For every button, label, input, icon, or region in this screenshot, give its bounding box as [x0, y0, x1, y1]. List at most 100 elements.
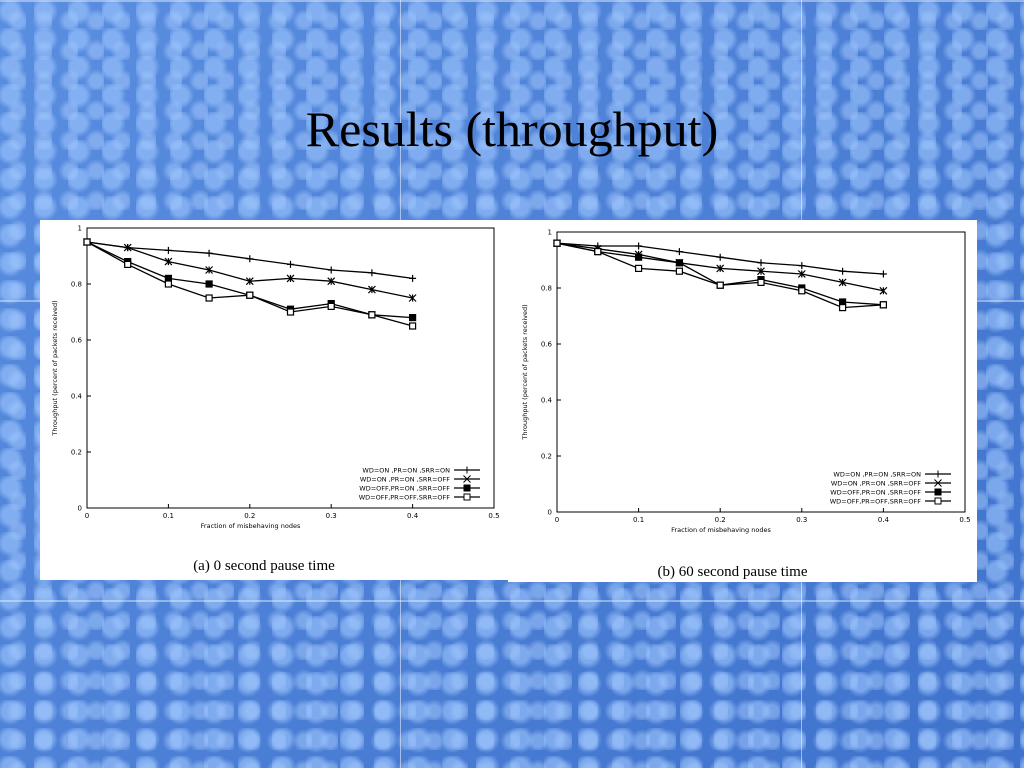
marker [408, 294, 417, 302]
marker [246, 255, 254, 263]
x-tick-label: 0.3 [796, 516, 807, 524]
marker [716, 253, 724, 261]
x-tick-label: 0.5 [488, 512, 499, 520]
y-tick-label: 0.2 [541, 453, 552, 461]
legend-label: WD=OFF,PR=ON ,SRR=OFF [359, 485, 450, 493]
marker [164, 246, 172, 254]
legend-marker [934, 479, 942, 487]
marker [757, 259, 765, 267]
y-tick-label: 0 [548, 509, 552, 517]
x-tick-label: 0 [555, 516, 559, 524]
y-tick-label: 0.2 [71, 449, 82, 457]
y-tick-label: 0.4 [71, 393, 83, 401]
marker [164, 280, 172, 288]
marker [287, 260, 294, 268]
y-tick-label: 0 [78, 505, 82, 513]
y-axis-label: Throughput (percent of packets received) [521, 304, 529, 440]
marker [164, 257, 173, 266]
y-tick-label: 0.6 [541, 341, 553, 349]
caption: (a) 0 second pause time [193, 558, 335, 574]
marker [798, 287, 806, 295]
marker [716, 264, 725, 273]
legend-label: WD=ON ,PR=ON ,SRR=OFF [360, 476, 450, 484]
x-tick-label: 0.2 [244, 512, 255, 520]
legend-label: WD=ON ,PR=ON ,SRR=ON [833, 471, 921, 479]
marker [367, 285, 376, 294]
marker [838, 278, 847, 287]
marker [634, 253, 643, 261]
slide-title: Results (throughput) [305, 101, 719, 157]
chart: 0 0.2 0.4 0.6 0.8 1 0 0.1 0.2 0.3 0.4 0.5 Fraction o… [40, 220, 508, 580]
marker [838, 304, 847, 312]
x-axis-label: Fraction of misbehaving nodes [201, 522, 301, 530]
marker [553, 239, 561, 247]
legend-marker [463, 493, 471, 501]
legend-marker [934, 497, 942, 505]
marker [879, 270, 887, 278]
y-tick-label: 0.6 [71, 337, 83, 345]
x-tick-label: 0.4 [407, 512, 419, 520]
marker [675, 248, 683, 256]
y-tick-label: 1 [548, 229, 552, 237]
marker [634, 264, 643, 272]
marker [205, 249, 213, 257]
x-tick-label: 0.4 [878, 516, 890, 524]
marker [797, 270, 806, 278]
marker [286, 274, 295, 283]
legend-label: WD=ON ,PR=ON ,SRR=ON [362, 467, 450, 475]
legend-label: WD=OFF,PR=ON ,SRR=OFF [830, 489, 921, 497]
marker [798, 262, 806, 270]
marker [205, 280, 213, 288]
legend-label: WD=OFF,PR=OFF,SRR=OFF [359, 494, 451, 502]
plot-frame [86, 227, 495, 509]
marker [594, 248, 602, 256]
marker [635, 242, 643, 250]
caption: (b) 60 second pause time [658, 564, 808, 580]
y-axis-label: Throughput (percent of packets received) [51, 300, 59, 436]
y-tick-label: 0.8 [71, 281, 82, 289]
marker [327, 302, 335, 310]
marker [368, 269, 376, 277]
x-tick-label: 0 [85, 512, 89, 520]
x-tick-label: 0.5 [959, 516, 970, 524]
plot-frame [556, 231, 966, 513]
marker [123, 243, 132, 252]
y-tick-label: 0.4 [541, 397, 553, 405]
marker [205, 294, 213, 302]
x-tick-label: 0.3 [326, 512, 337, 520]
legend-marker [934, 488, 942, 496]
marker [245, 277, 254, 286]
y-tick-label: 0.8 [541, 285, 552, 293]
marker [675, 267, 684, 275]
marker [409, 314, 417, 322]
marker [246, 291, 254, 299]
marker [675, 259, 684, 267]
marker [327, 266, 335, 274]
marker [409, 322, 417, 330]
marker [839, 267, 847, 275]
marker [409, 274, 417, 282]
x-tick-label: 0.1 [633, 516, 644, 524]
x-tick-label: 0.1 [163, 512, 174, 520]
marker [716, 281, 724, 289]
marker [368, 311, 376, 319]
marker [327, 277, 336, 286]
marker [879, 286, 888, 295]
legend-marker [463, 484, 471, 492]
chart-panel [508, 220, 977, 582]
marker [83, 238, 91, 246]
marker [286, 308, 295, 316]
x-tick-label: 0.2 [715, 516, 726, 524]
marker [757, 278, 765, 286]
marker [757, 267, 765, 276]
legend-label: WD=OFF,PR=OFF,SRR=OFF [830, 498, 922, 506]
legend-marker [463, 475, 471, 483]
legend-label: WD=ON ,PR=ON ,SRR=OFF [831, 480, 921, 488]
marker [205, 266, 214, 274]
x-axis-label: Fraction of misbehaving nodes [671, 526, 771, 534]
y-tick-label: 1 [78, 225, 82, 233]
marker [879, 301, 888, 309]
chart: 0 0.2 0.4 0.6 0.8 1 0 0.1 0.2 0.3 0.4 0.5 Fraction o… [508, 220, 977, 582]
